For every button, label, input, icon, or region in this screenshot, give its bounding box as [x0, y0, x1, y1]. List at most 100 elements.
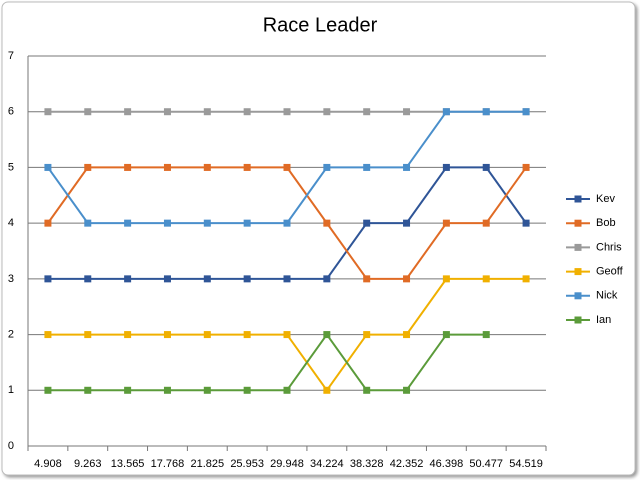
- y-tick-label: 7: [8, 50, 14, 62]
- point-marker: [203, 386, 211, 394]
- x-tick-label: 38.328: [350, 458, 384, 470]
- point-marker: [163, 331, 171, 339]
- x-tick-label: 21.825: [190, 458, 224, 470]
- point-marker: [403, 331, 411, 339]
- point-marker: [44, 163, 52, 171]
- point-marker: [84, 163, 92, 171]
- x-tick-label: 29.948: [270, 458, 304, 470]
- legend-marker: [574, 292, 582, 300]
- point-marker: [482, 108, 490, 116]
- x-tick-label: 13.565: [111, 458, 145, 470]
- point-marker: [243, 108, 251, 116]
- point-marker: [482, 331, 490, 339]
- point-marker: [363, 331, 371, 339]
- x-tick-label: 9.263: [74, 458, 102, 470]
- point-marker: [283, 163, 291, 171]
- point-marker: [124, 108, 132, 116]
- point-marker: [363, 219, 371, 227]
- point-marker: [323, 219, 331, 227]
- point-marker: [163, 386, 171, 394]
- y-tick-label: 0: [8, 440, 14, 452]
- legend-label: Kev: [596, 193, 615, 205]
- point-marker: [44, 386, 52, 394]
- point-marker: [243, 219, 251, 227]
- legend-label: Bob: [596, 217, 616, 229]
- legend-marker: [574, 243, 582, 251]
- point-marker: [323, 163, 331, 171]
- point-marker: [403, 108, 411, 116]
- point-marker: [442, 108, 450, 116]
- legend-label: Ian: [596, 314, 611, 326]
- point-marker: [84, 108, 92, 116]
- point-marker: [363, 163, 371, 171]
- y-tick-label: 4: [8, 217, 14, 229]
- legend-label: Nick: [596, 290, 618, 302]
- point-marker: [363, 386, 371, 394]
- point-marker: [403, 275, 411, 283]
- point-marker: [283, 386, 291, 394]
- point-marker: [442, 275, 450, 283]
- point-marker: [163, 108, 171, 116]
- point-marker: [124, 163, 132, 171]
- x-tick-label: 54.519: [509, 458, 543, 470]
- point-marker: [203, 331, 211, 339]
- point-marker: [163, 163, 171, 171]
- x-tick-label: 4.908: [34, 458, 62, 470]
- chart-frame: [1, 1, 636, 476]
- point-marker: [403, 219, 411, 227]
- point-marker: [522, 219, 530, 227]
- point-marker: [44, 108, 52, 116]
- legend-marker: [574, 268, 582, 276]
- point-marker: [163, 275, 171, 283]
- point-marker: [482, 163, 490, 171]
- point-marker: [84, 386, 92, 394]
- legend-label: Chris: [596, 241, 622, 253]
- y-tick-label: 6: [8, 106, 14, 118]
- point-marker: [243, 163, 251, 171]
- point-marker: [522, 108, 530, 116]
- point-marker: [283, 219, 291, 227]
- point-marker: [203, 219, 211, 227]
- point-marker: [323, 386, 331, 394]
- point-marker: [522, 163, 530, 171]
- point-marker: [442, 219, 450, 227]
- point-marker: [124, 331, 132, 339]
- point-marker: [283, 108, 291, 116]
- y-tick-label: 3: [8, 273, 14, 285]
- point-marker: [44, 331, 52, 339]
- point-marker: [84, 331, 92, 339]
- point-marker: [44, 219, 52, 227]
- point-marker: [84, 275, 92, 283]
- point-marker: [243, 386, 251, 394]
- point-marker: [243, 275, 251, 283]
- legend-marker: [574, 316, 582, 324]
- x-tick-label: 42.352: [390, 458, 424, 470]
- y-tick-label: 1: [8, 384, 14, 396]
- point-marker: [163, 219, 171, 227]
- point-marker: [482, 219, 490, 227]
- chart-title: Race Leader: [263, 14, 378, 36]
- x-tick-label: 25.953: [230, 458, 264, 470]
- x-tick-label: 50.477: [469, 458, 503, 470]
- y-tick-label: 5: [8, 161, 14, 173]
- point-marker: [283, 275, 291, 283]
- point-marker: [363, 108, 371, 116]
- point-marker: [522, 275, 530, 283]
- point-marker: [243, 331, 251, 339]
- point-marker: [124, 219, 132, 227]
- point-marker: [203, 163, 211, 171]
- point-marker: [323, 331, 331, 339]
- point-marker: [203, 108, 211, 116]
- point-marker: [323, 108, 331, 116]
- y-tick-label: 2: [8, 328, 14, 340]
- point-marker: [403, 386, 411, 394]
- x-tick-label: 34.224: [310, 458, 344, 470]
- series-line: [47, 332, 487, 392]
- legend-marker: [574, 219, 582, 227]
- point-marker: [283, 331, 291, 339]
- point-marker: [323, 275, 331, 283]
- point-marker: [442, 163, 450, 171]
- point-marker: [482, 275, 490, 283]
- point-marker: [124, 386, 132, 394]
